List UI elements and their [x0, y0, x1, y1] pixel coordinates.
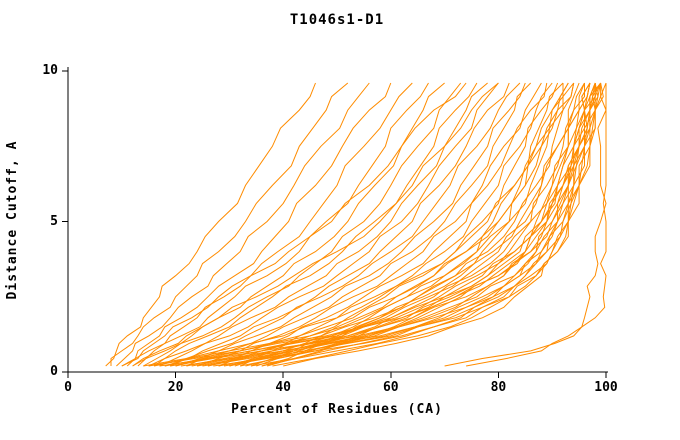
model-curve	[466, 83, 607, 367]
model-curve	[132, 82, 499, 367]
model-curve	[223, 82, 602, 367]
model-curve	[132, 82, 429, 367]
x-tick-label: 0	[64, 380, 72, 395]
model-curve	[121, 82, 392, 367]
y-tick-label: 0	[50, 364, 58, 379]
x-tick-label: 60	[382, 380, 399, 395]
model-curve	[105, 82, 316, 367]
y-tick-label: 5	[50, 213, 58, 229]
model-curve	[143, 82, 462, 367]
model-curve	[116, 82, 370, 367]
model-curve	[148, 82, 591, 367]
chart-title: T1046s1-D1	[289, 12, 385, 28]
model-curve	[121, 82, 467, 367]
model-curve	[202, 82, 602, 367]
model-curve	[239, 82, 564, 367]
y-tick-label: 10	[42, 63, 58, 78]
model-curve	[218, 82, 591, 367]
model-curve	[153, 82, 569, 367]
x-tick-label: 20	[167, 380, 184, 395]
model-curve	[137, 82, 445, 367]
model-curve	[196, 82, 542, 367]
model-curve	[170, 82, 596, 367]
model-curve	[266, 82, 596, 367]
x-axis-label: Percent of Residues (CA)	[231, 402, 443, 417]
model-curve	[175, 82, 526, 367]
model-curve	[218, 82, 553, 367]
model-curve	[159, 82, 499, 367]
model-curve	[207, 82, 548, 367]
model-curve	[110, 82, 349, 366]
model-curve	[261, 82, 596, 367]
model-curve	[143, 83, 564, 367]
model-curve	[148, 82, 478, 367]
model-curve	[169, 82, 521, 367]
x-tick-label: 100	[594, 380, 618, 395]
model-curve	[126, 82, 413, 367]
model-curve	[164, 82, 510, 367]
x-tick-label: 80	[490, 380, 507, 395]
x-tick-label: 40	[275, 380, 292, 395]
model-curve	[180, 83, 596, 367]
model-curve	[159, 83, 596, 367]
model-curve	[191, 82, 601, 367]
model-curve	[153, 82, 488, 367]
model-curve	[164, 82, 575, 367]
model-curve	[186, 82, 532, 367]
model-curve	[186, 82, 580, 367]
model-curve	[213, 82, 604, 367]
model-curve	[444, 82, 607, 367]
